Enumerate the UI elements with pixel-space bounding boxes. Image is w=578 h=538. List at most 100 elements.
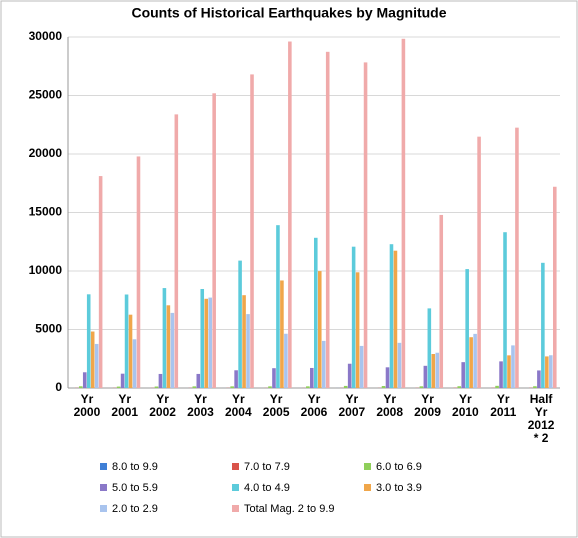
bar: [325, 51, 330, 388]
bar: [321, 340, 326, 388]
y-tick-label: 15000: [29, 205, 63, 219]
bar: [276, 225, 280, 388]
x-tick-label: Yr 2004: [225, 392, 252, 419]
bar: [204, 298, 209, 388]
bar: [174, 114, 179, 389]
legend-label: 2.0 to 2.9: [112, 503, 158, 515]
bar: [549, 355, 553, 388]
bar: [359, 345, 364, 388]
bar: [158, 373, 163, 388]
x-tick-label: Yr 2000: [74, 392, 101, 419]
x-tick-label: Yr 2007: [338, 392, 365, 419]
bar: [230, 386, 234, 388]
legend-label: 5.0 to 5.9: [112, 482, 158, 494]
bar: [347, 363, 352, 388]
bar: [314, 237, 318, 388]
bar: [457, 386, 462, 388]
bar: [86, 294, 91, 388]
bar: [495, 385, 499, 388]
bar: [427, 308, 432, 388]
x-tick-label: Half Yr 2012 * 2: [528, 392, 555, 445]
legend-swatch: [100, 463, 107, 470]
x-tick-label: Yr 2003: [187, 392, 214, 419]
bar: [541, 262, 545, 388]
bar: [419, 386, 424, 388]
y-tick-label: 25000: [29, 88, 63, 102]
bar: [473, 333, 477, 388]
bar: [499, 361, 503, 388]
bar: [280, 280, 284, 388]
bar: [381, 386, 386, 388]
bar: [545, 356, 549, 388]
bar: [212, 93, 216, 388]
bar: [82, 372, 87, 388]
bar: [246, 314, 250, 388]
x-tick-label: Yr 2010: [452, 392, 479, 419]
bar: [431, 354, 436, 388]
bar: [162, 288, 167, 388]
legend-swatch: [100, 484, 107, 491]
bar: [98, 176, 103, 388]
bar: [310, 367, 314, 388]
bar: [533, 386, 537, 388]
bar: [284, 333, 288, 388]
bar: [355, 272, 360, 388]
legend-label: 8.0 to 9.9: [112, 461, 158, 473]
bar: [170, 312, 175, 388]
x-tick-label: Yr 2006: [301, 392, 328, 419]
bar: [469, 337, 473, 388]
legend-swatch: [232, 463, 239, 470]
legend-swatch: [232, 484, 239, 491]
bar: [503, 232, 507, 388]
bar: [288, 41, 292, 389]
bar: [389, 244, 394, 388]
bar: [124, 294, 129, 388]
bar: [363, 62, 368, 389]
bar: [234, 370, 238, 388]
bar: [537, 370, 541, 388]
x-tick-label: Yr 2009: [414, 392, 441, 419]
x-tick-label: Yr 2001: [111, 392, 138, 419]
bar: [461, 362, 465, 388]
bar: [306, 386, 310, 388]
x-tick-label: Yr 2008: [376, 392, 403, 419]
bar: [435, 352, 440, 388]
bar: [238, 260, 242, 388]
legend-label: 7.0 to 7.9: [244, 461, 290, 473]
bar: [196, 373, 201, 388]
bar: [343, 385, 348, 388]
bar: [94, 343, 99, 388]
bar: [166, 305, 171, 388]
x-tick-label: Yr 2011: [490, 392, 516, 419]
bar: [132, 339, 137, 388]
legend-label: Total Mag. 2 to 9.9: [244, 503, 335, 515]
bar: [511, 345, 515, 388]
bar: [78, 386, 83, 388]
bar: [401, 38, 406, 388]
bar: [393, 250, 398, 388]
y-tick-label: 10000: [29, 263, 63, 277]
bar: [385, 367, 390, 388]
bar: [192, 386, 197, 388]
bar: [128, 314, 133, 388]
bar: [250, 74, 254, 388]
y-tick-label: 0: [55, 380, 62, 394]
y-tick-label: 20000: [29, 146, 63, 160]
bar: [200, 288, 205, 388]
bar: [439, 214, 444, 388]
legend-swatch: [364, 484, 371, 491]
legend-label: 4.0 to 4.9: [244, 482, 290, 494]
bar: [515, 127, 519, 388]
y-tick-label: 30000: [29, 29, 63, 43]
x-tick-label: Yr 2002: [149, 392, 176, 419]
bar: [465, 269, 469, 388]
bar: [317, 271, 322, 388]
legend-label: 6.0 to 6.9: [376, 461, 422, 473]
bar: [242, 295, 246, 388]
bar: [272, 368, 276, 388]
bar: [507, 355, 511, 388]
x-tick-label: Yr 2005: [263, 392, 290, 419]
bar: [397, 342, 402, 388]
legend-swatch: [100, 505, 107, 512]
